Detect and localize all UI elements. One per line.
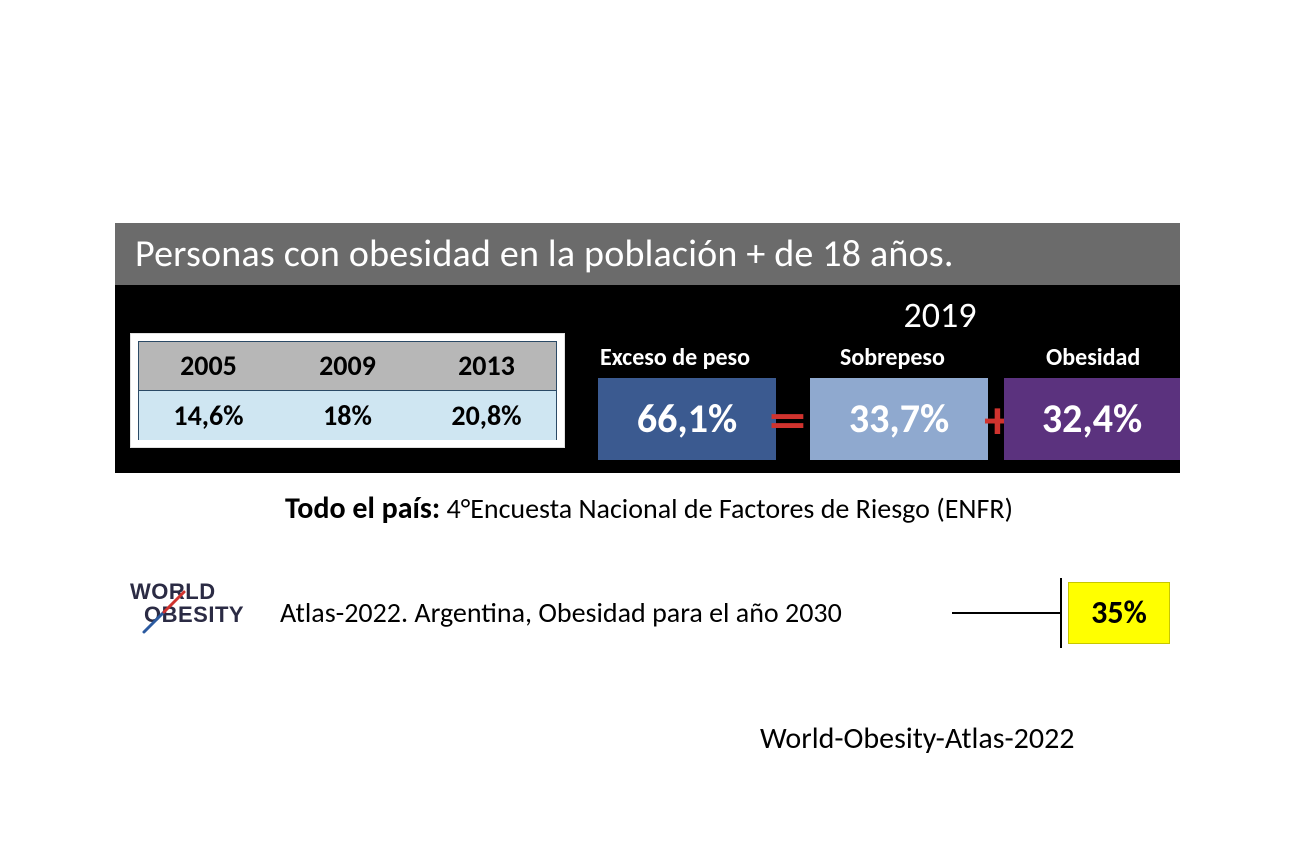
val-box-exceso: 66,1% — [598, 378, 776, 460]
val-box-sobrepeso: 33,7% — [810, 378, 988, 460]
atlas-value-badge: 35% — [1068, 582, 1170, 644]
history-val-2009: 18% — [278, 391, 417, 440]
history-table-row: 14,6% 18% 20,8% — [139, 390, 556, 440]
cat-label-obesidad: Obesidad — [1046, 343, 1140, 372]
atlas-connector-line — [952, 612, 1062, 614]
cat-label-exceso: Exceso de peso — [600, 343, 750, 372]
history-table: 2005 2009 2013 14,6% 18% 20,8% — [138, 341, 557, 440]
history-col-2005: 2005 — [139, 342, 278, 390]
source-label: Todo el país: — [285, 490, 440, 527]
history-col-2009: 2009 — [278, 342, 417, 390]
val-box-obesidad: 32,4% — [1004, 378, 1180, 460]
cat-label-sobrepeso: Sobrepeso — [840, 343, 945, 372]
title-text: Personas con obesidad en la población + … — [135, 231, 954, 277]
logo-slash-icon — [138, 586, 190, 638]
atlas-value: 35% — [1091, 593, 1147, 632]
infographic-canvas: Personas con obesidad en la población + … — [0, 0, 1300, 867]
atlas-text: Atlas-2022. Argentina, Obesidad para el … — [280, 595, 842, 630]
history-val-2013: 20,8% — [417, 391, 556, 440]
history-table-header: 2005 2009 2013 — [139, 342, 556, 390]
history-table-card: 2005 2009 2013 14,6% 18% 20,8% — [130, 333, 565, 448]
source-text: 4°Encuesta Nacional de Factores de Riesg… — [447, 491, 1014, 526]
year-2019-label: 2019 — [820, 293, 1060, 337]
history-val-2005: 14,6% — [139, 391, 278, 440]
operator-equals: = — [769, 398, 807, 442]
atlas-end-bar — [1060, 578, 1062, 648]
source-line: Todo el país: 4°Encuesta Nacional de Fac… — [285, 490, 1185, 527]
bottom-citation: World-Obesity-Atlas-2022 — [760, 720, 1075, 757]
val-exceso: 66,1% — [637, 394, 737, 443]
title-bar: Personas con obesidad en la población + … — [115, 223, 1180, 285]
val-sobrepeso: 33,7% — [849, 394, 949, 443]
val-obesidad: 32,4% — [1042, 394, 1142, 443]
history-col-2013: 2013 — [417, 342, 556, 390]
